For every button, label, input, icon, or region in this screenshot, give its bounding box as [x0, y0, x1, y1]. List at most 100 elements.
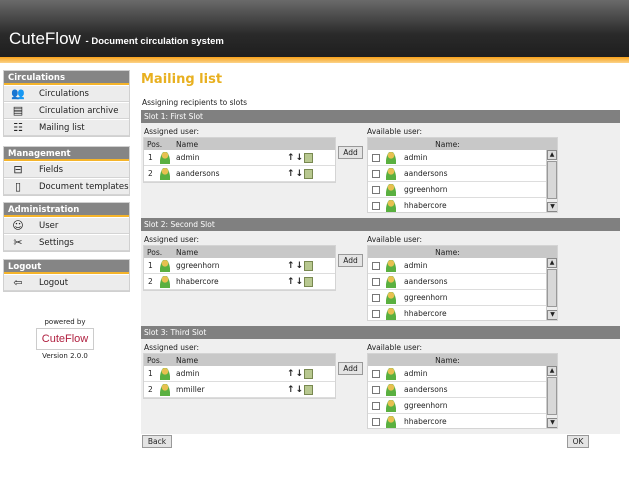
name-header: Name:: [435, 139, 460, 149]
user-icon: [160, 259, 170, 272]
delete-icon[interactable]: [304, 384, 313, 395]
user-checkbox[interactable]: [372, 309, 380, 318]
arrow-up-icon[interactable]: ↑: [286, 168, 295, 179]
arrow-down-icon[interactable]: ↓: [295, 276, 303, 287]
arrow-up-icon[interactable]: ↑: [286, 152, 295, 163]
user-icon: [160, 275, 170, 288]
arrow-down-icon[interactable]: ↓: [295, 152, 303, 163]
sidebar-item-label: Circulation archive: [39, 105, 119, 116]
user-name: ggreenhorn: [404, 185, 448, 194]
user-name: ggreenhorn: [404, 293, 448, 302]
user-icon: [160, 151, 170, 164]
user-checkbox[interactable]: [372, 417, 380, 426]
add-button[interactable]: Add: [338, 362, 363, 375]
user-checkbox[interactable]: [372, 261, 380, 270]
add-button[interactable]: Add: [338, 254, 363, 267]
user-icon: [160, 167, 170, 180]
sidebar-item-label: Document templates: [39, 181, 129, 192]
list-item: hhabercore: [368, 306, 546, 320]
arrow-up-icon[interactable]: ↑: [286, 260, 295, 271]
user-name: admin: [404, 153, 428, 162]
sidebar-group-title: Administration: [4, 203, 129, 217]
arrow-up-icon[interactable]: ↑: [286, 384, 295, 395]
sidebar-item[interactable]: ⊟ Fields: [4, 161, 129, 178]
available-label: Available user:: [367, 127, 423, 136]
back-button[interactable]: Back: [142, 435, 172, 448]
sidebar-item[interactable]: ▤ Circulation archive: [4, 102, 129, 119]
page-title: Mailing list: [141, 72, 223, 87]
arrow-down-icon[interactable]: ↓: [295, 260, 303, 271]
table-row: 1 admin ↑ ↓: [144, 150, 335, 166]
user-checkbox[interactable]: [372, 401, 380, 410]
slot-title: Slot 1: First Slot: [141, 110, 620, 123]
name-header: Name:: [435, 355, 460, 365]
user-checkbox[interactable]: [372, 185, 380, 194]
sidebar-item[interactable]: 👥 Circulations: [4, 85, 129, 102]
sidebar-item[interactable]: ⇦ Logout: [4, 274, 129, 291]
available-list: Name: admin aandersons ggreenhorn hhabercore…: [367, 137, 558, 213]
scroll-up-icon[interactable]: ▲: [547, 150, 557, 160]
delete-icon[interactable]: [304, 368, 313, 379]
user-icon: [386, 291, 396, 304]
user-icon: [386, 199, 396, 212]
user-name: hhabercore: [404, 417, 447, 426]
delete-icon[interactable]: [304, 168, 313, 179]
user-icon: [386, 383, 396, 396]
slot-title: Slot 2: Second Slot: [141, 218, 620, 231]
user-icon: [386, 415, 396, 428]
scroll-down-icon[interactable]: ▼: [547, 202, 557, 212]
arrow-down-icon[interactable]: ↓: [295, 368, 303, 379]
sidebar-item-label: Fields: [39, 164, 64, 175]
list-item: hhabercore: [368, 198, 546, 212]
delete-icon[interactable]: [304, 276, 313, 287]
arrow-down-icon[interactable]: ↓: [295, 168, 303, 179]
app-header: CuteFlow - Document circulation system: [0, 0, 629, 57]
scroll-down-icon[interactable]: ▼: [547, 418, 557, 428]
delete-icon[interactable]: [304, 260, 313, 271]
scroll-up-icon[interactable]: ▲: [547, 366, 557, 376]
scroll-up-icon[interactable]: ▲: [547, 258, 557, 268]
app-subtitle: - Document circulation system: [85, 36, 224, 47]
arrow-down-icon[interactable]: ↓: [295, 384, 303, 395]
sidebar-group-title: Circulations: [4, 71, 129, 85]
delete-icon[interactable]: [304, 152, 313, 163]
scrollbar[interactable]: ▲ ▼: [546, 150, 557, 212]
sidebar-group: Logout ⇦ Logout: [3, 259, 130, 292]
user-name: hhabercore: [404, 201, 447, 210]
user-checkbox[interactable]: [372, 277, 380, 286]
user-name: aandersons: [404, 277, 448, 286]
list-item: ggreenhorn: [368, 290, 546, 306]
ok-button[interactable]: OK: [567, 435, 589, 448]
version: Version 2.0.0: [42, 352, 88, 360]
sidebar-item[interactable]: ▯ Document templates: [4, 178, 129, 195]
user-name: aandersons: [404, 169, 448, 178]
add-button[interactable]: Add: [338, 146, 363, 159]
user-name: aandersons: [404, 385, 448, 394]
list-item: ggreenhorn: [368, 398, 546, 414]
user-icon: [386, 307, 396, 320]
scrollbar[interactable]: ▲ ▼: [546, 258, 557, 320]
sidebar-item[interactable]: ✂ Settings: [4, 234, 129, 251]
user-checkbox[interactable]: [372, 153, 380, 162]
sidebar-item[interactable]: ☺ User: [4, 217, 129, 234]
user-checkbox[interactable]: [372, 293, 380, 302]
user-name: ggreenhorn: [404, 401, 448, 410]
user-checkbox[interactable]: [372, 169, 380, 178]
page-subtitle: Assigning recipients to slots: [142, 98, 248, 107]
arrow-up-icon[interactable]: ↑: [286, 368, 295, 379]
sidebar-group-title: Management: [4, 147, 129, 161]
sidebar-group: Administration ☺ User ✂ Settings: [3, 202, 130, 252]
user-icon: [386, 183, 396, 196]
assigned-table: Pos. Name 1 admin ↑ ↓ 2 mmiller ↑ ↓: [143, 353, 336, 399]
sidebar-item[interactable]: ☷ Mailing list: [4, 119, 129, 136]
available-label: Available user:: [367, 235, 423, 244]
list-item: ggreenhorn: [368, 182, 546, 198]
arrow-up-icon[interactable]: ↑: [286, 276, 295, 287]
scrollbar[interactable]: ▲ ▼: [546, 366, 557, 428]
user-checkbox[interactable]: [372, 369, 380, 378]
pos: 1: [148, 369, 153, 378]
user-checkbox[interactable]: [372, 385, 380, 394]
scroll-down-icon[interactable]: ▼: [547, 310, 557, 320]
user-checkbox[interactable]: [372, 201, 380, 210]
pos-header: Pos.: [147, 139, 163, 149]
